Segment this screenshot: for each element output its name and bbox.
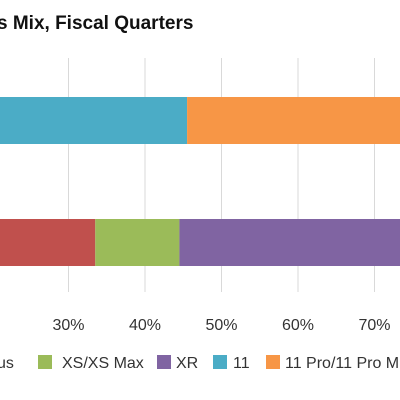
x-tick-label: 40% [129,317,161,334]
legend-label: XS/XS Max [62,355,144,372]
legend-label: 11 [233,355,250,372]
legend-label: us [0,355,14,372]
bars [0,97,400,266]
legend: us XS/XS Max XR 11 11 Pro/11 Pro M [0,355,399,372]
bar-segment-2-3 [179,219,400,266]
legend-swatch [38,355,52,369]
bar-segment-2-1 [0,219,96,266]
chart-title: s Mix, Fiscal Quarters [0,13,193,34]
bar-segment-2-2 [95,219,180,266]
x-axis-tick-labels: %30%40%50%60%70% [52,317,390,334]
bar-segment-1-5 [187,97,400,144]
legend-label: 11 Pro/11 Pro M [285,355,399,372]
x-tick-label: 30% [52,317,84,334]
legend-label: XR [176,355,198,372]
x-tick-label: 50% [205,317,237,334]
legend-swatch [266,355,280,369]
x-tick-label: 60% [282,317,314,334]
x-tick-label: 70% [358,317,390,334]
legend-swatch [213,355,227,369]
legend-swatch [157,355,171,369]
bar-segment-1-4 [0,97,188,144]
